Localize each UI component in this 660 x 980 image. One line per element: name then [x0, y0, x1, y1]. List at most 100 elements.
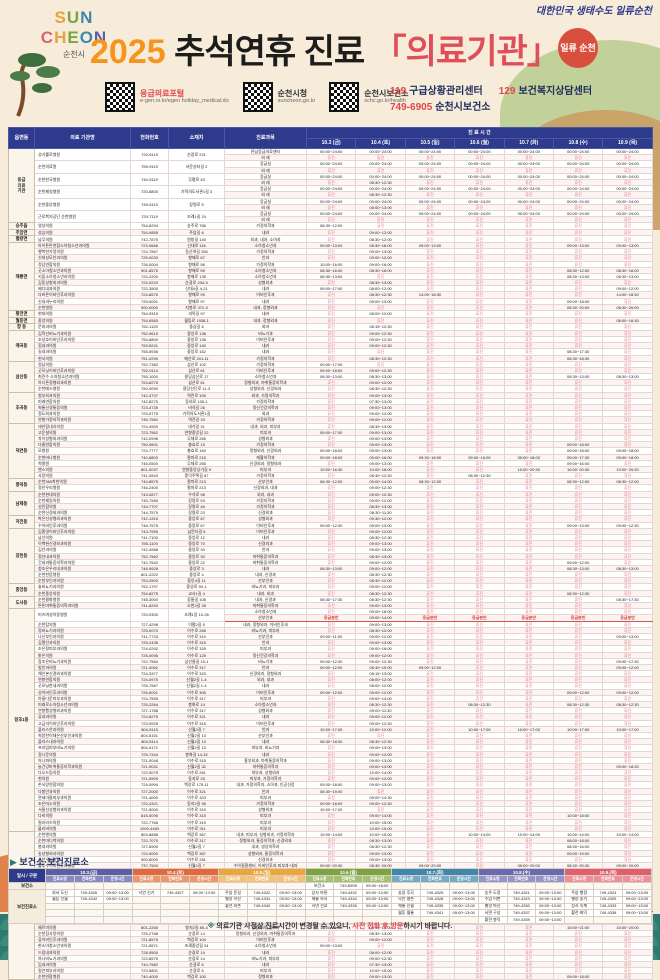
qr-label: 응급의료포털 e-gen.or.kr/egen holiday_medical.d…	[140, 89, 229, 105]
clinic-cell	[304, 909, 335, 918]
table-row: 아디른정형외과의원 753-8275 삼산로 61 정형외과, 마취통증의학과 휴진 09…	[9, 379, 653, 387]
clinic-cell	[333, 909, 364, 918]
cell-schedule: 휴진	[552, 323, 604, 331]
cell-schedule: 휴진	[503, 222, 554, 230]
cell-schedule: 휴진	[602, 645, 653, 653]
cell-schedule: 휴진	[602, 756, 653, 764]
cell-schedule: 휴진	[602, 639, 653, 647]
clinic-cell: 09:00~13:00	[535, 895, 566, 904]
cell-schedule: 휴진	[602, 216, 653, 224]
table-row: 별량면 남무의원 742-7875 원창길 140 외과, 내과, 소아과 휴진 08:30…	[8, 235, 653, 243]
table-row: 다롬연합의원 750-0601 충효로 15 가정의학과 휴진 09:00~13:00 휴진…	[9, 441, 653, 449]
medical-table-header: 읍면동 의료 기관명 전화번호 소재지 진료과목 진 료 시 간 10.3 (금) 10.4 …	[8, 127, 653, 149]
cell-schedule: 휴진	[602, 651, 653, 659]
health-center-cell	[246, 881, 277, 891]
table-row: 순천부인과의원 753-2500 중앙4길 11 산부인과 휴진 08:30~12:00 휴…	[9, 577, 653, 585]
cell-schedule: 휴진	[503, 310, 554, 318]
cell-schedule: 휴진	[602, 260, 653, 268]
cell-schedule: 휴진	[602, 620, 653, 628]
clinic-cell	[160, 902, 191, 911]
table-row: 순천우리병원 900-8000 이수로 281 신경외과 휴진 09:00~13:00 휴진…	[9, 855, 653, 863]
clinic-cell: 09:00~13:00	[535, 909, 566, 918]
cell-dept: 내과	[224, 310, 307, 318]
health-date-header: 10.4.(토)	[131, 867, 220, 877]
clinic-cell: 황전 봉덕	[477, 916, 508, 925]
cell-schedule: 휴진	[602, 843, 653, 851]
title-bracket: 「의료기관」	[372, 33, 561, 71]
qr-code-icon	[105, 82, 135, 112]
cell-name: 순천의료원	[34, 160, 131, 174]
district-label: 삼산동	[8, 360, 35, 393]
table-row: 풍덕동 순천365착한의원 744-8575 팔마로 213 산부인과 08:30~12:…	[8, 478, 653, 492]
footnote: ※ 의료기관 사정상 진료시간이 변경될 수 있으니, 사전 전화 후 방문하시…	[207, 923, 453, 930]
cell-schedule: 휴진	[602, 942, 653, 950]
cell-schedule: 휴진	[602, 248, 653, 256]
table-row: 성이비인후과의원 726-6001 이수로 305 이비인후과 09:00~12:00 0…	[9, 688, 653, 696]
clinic-cell	[160, 895, 191, 904]
table-row: 외 래 휴진 08:30~12:30 휴진 휴진 휴진 휴진 휴진	[9, 191, 653, 199]
table-row: 신대성모안과의원 725-0033 향매로 67 안과 휴진 09:00~12:00 휴진 휴…	[9, 254, 653, 262]
cell-schedule: 휴진	[602, 812, 653, 820]
table-row: 순천제일의원 745-7585 장명로 53 가정의학과 휴진 09:00~12:00 휴진…	[9, 496, 653, 505]
medical-institution-table: 읍면동 의료 기관명 전화번호 소재지 진료과목 진 료 시 간 10.3 (금) 10.4 …	[8, 127, 653, 980]
table-row: 최린수 소아청소년과의원 755-1000 용당삼산로 17 소아청소년과 08:30~…	[9, 373, 653, 381]
cell-schedule: 휴진	[602, 707, 653, 715]
cell-name: 영성의원	[34, 222, 131, 230]
cell-schedule: 휴진	[355, 222, 406, 230]
cell-schedule: 휴진	[454, 235, 505, 243]
cell-schedule: 휴진	[602, 682, 653, 690]
cell-schedule: 휴진	[602, 694, 653, 703]
clinic-cell	[45, 909, 75, 918]
qr-item-1: 순천시청 suncheon.go.kr	[242, 82, 315, 112]
table-row: 순천의료원 759-9119 서문성터길 2 응급실 00:00~24:00 00:00~…	[9, 160, 653, 174]
table-row: 매곡동 김학선비뇨기과의원 752-9619 중앙로 138 비뇨기과 휴진 09:00~1…	[8, 329, 653, 362]
clinic-cell: 서면 구상	[477, 909, 508, 918]
cell-tel: 754-6565	[130, 316, 169, 325]
cell-schedule: 휴진	[602, 360, 653, 368]
cell-tel: 754-6294	[130, 222, 169, 230]
cell-schedule: 휴진	[305, 235, 357, 243]
cell-tel: 720-6119	[130, 147, 169, 162]
table-row: 청조은우리내과의원 746-9928 중앙로 3 내과 08:30~13:00 09:00…	[9, 564, 653, 573]
health-center-cell	[45, 881, 75, 891]
table-row: 서울선성형외과의원 721-5000 이수로 319 성형외과 10:00~17:00 휴…	[9, 806, 653, 814]
cell-schedule: 휴진	[503, 323, 554, 331]
cell-tel: 754-9319	[130, 310, 169, 318]
cell-schedule: 휴진	[602, 329, 653, 337]
cell-schedule: 휴진	[602, 731, 653, 740]
table-row: 플러스내과의원 804-5114 신월2길 13 내과 08:30~18:30 08:30…	[9, 738, 653, 746]
cell-schedule: 휴진	[552, 235, 604, 243]
health-center-cell	[102, 881, 133, 891]
district-label: 왕조1동	[8, 608, 35, 832]
table-row: 해인본신경외과의원 724-3377 이수로 323 신경외과, 정형외과 휴진 08:1…	[9, 670, 653, 678]
clinic-cell: 09:00~13:00	[621, 909, 653, 918]
table-row: 외 래 휴진 휴진 휴진 휴진 휴진 휴진 휴진	[9, 154, 653, 162]
district-section: 주암면 성심의원 754-9855 주암길 6 내과 휴진 09:00~12:00 휴진 휴진 휴…	[8, 228, 653, 237]
day-header: 10.8 (수)	[552, 137, 604, 149]
cell-schedule: 휴진	[602, 379, 653, 387]
district-section: 별량면 남무의원 742-7875 원창길 140 외과, 내과, 소아과 휴진 08:30…	[8, 235, 653, 243]
table-row: 외 래 휴진 휴진 휴진 휴진 휴진 휴진 휴진	[9, 216, 653, 224]
clinic-cell: 749-4342	[73, 895, 104, 904]
cell-schedule: 08:30~16:00	[602, 266, 653, 274]
table-row: 순천중앙의원 754-8275 교사1길 4 내과, 외과 휴진 08:30~12:30 휴…	[9, 589, 653, 597]
cell-tel: 740-4000	[130, 973, 169, 980]
table-row: 나산부인과의원 741-7733 이수로 319 산부인과 09:00~11:00 09:…	[9, 632, 653, 641]
district-section: 응급 의료 기관 성가롤로병원 720-6119 순광로 221 전남응급의료센터 00:…	[8, 147, 653, 224]
table-row: 향 동 문외과의원 752-1120 중삼길 6 외과 휴진 08:15~12:30 휴진 휴진…	[8, 323, 653, 331]
clinic-cell: 749-4324	[593, 889, 623, 897]
table-row: 장천동 김홍영이비인후과의원 743-7955 남문터길 6 이비인후과 휴진 09:00~…	[8, 527, 653, 585]
clinic-cell: 주암 문길	[218, 889, 248, 897]
cell-tel: 749-5119	[130, 197, 169, 211]
day-header: 10.3 (금)	[305, 137, 357, 149]
cell-schedule: 휴진	[602, 434, 653, 443]
health-center-cell	[189, 881, 220, 891]
logo-subtitle: 순천시	[62, 50, 86, 59]
table-row: 사랑의원 741-0543 풍덕주택길 87 가정의학과 휴진 08:30~12:30 휴진…	[9, 472, 653, 480]
district-label: 풍덕동	[8, 478, 35, 492]
table-row: 순천병원 900-0000 지봉로 372-3 내과, 정형외과 휴진 휴진 휴진 휴진 휴진 0…	[9, 303, 653, 312]
cell-schedule: 08:30~13:00	[602, 373, 653, 381]
cell-schedule: 10:00~20:30	[602, 465, 653, 474]
health-date-header: 10.3.(금)	[45, 867, 133, 877]
cell-schedule: 휴진	[602, 441, 653, 449]
